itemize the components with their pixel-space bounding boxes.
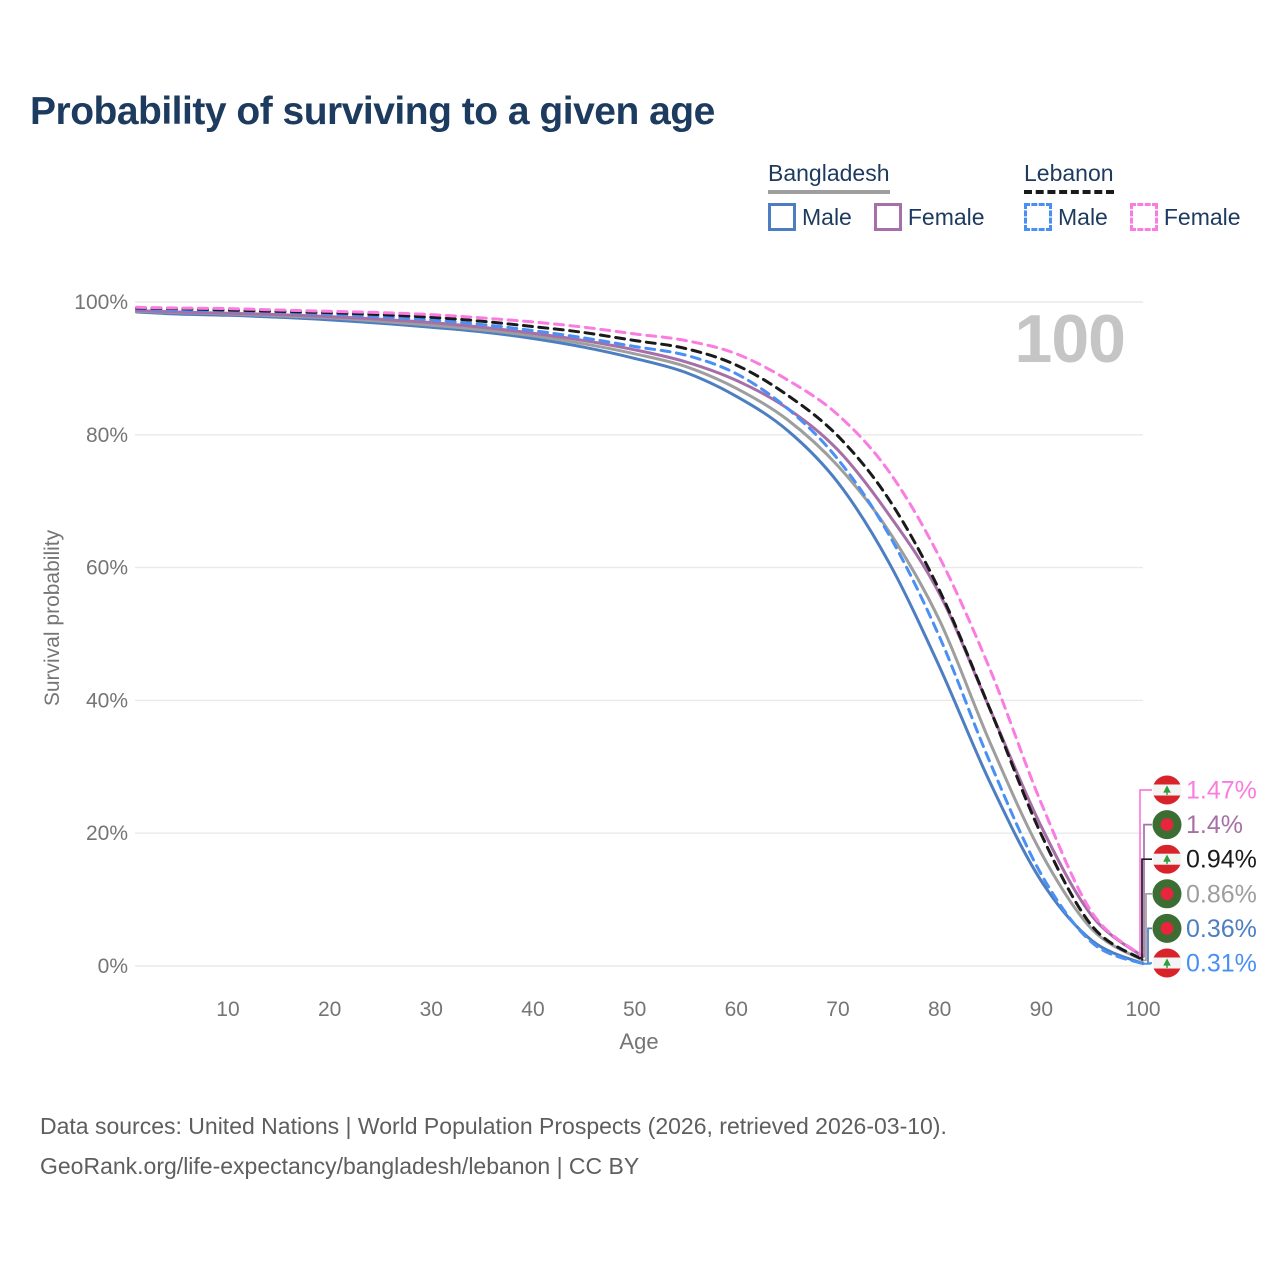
end-label-lebanon-0.31%: 0.31% xyxy=(1152,948,1257,978)
flag-lebanon-icon xyxy=(1152,775,1182,805)
flag-lebanon-icon xyxy=(1152,844,1182,874)
end-label-bangladesh-0.86%: 0.86% xyxy=(1152,879,1257,909)
legend-label-bangladesh-male: Male xyxy=(802,203,852,230)
checkbox-lebanon-female[interactable] xyxy=(1129,203,1158,231)
leader-line-bangladesh-0.86% xyxy=(1143,892,1152,962)
y-tick-100: 100% xyxy=(74,291,128,314)
end-label-value: 0.94% xyxy=(1186,846,1257,874)
footer: Data sources: United Nations | World Pop… xyxy=(40,1106,947,1186)
y-axis-title: Survival probability xyxy=(41,529,64,707)
flag-bangladesh-icon xyxy=(1152,810,1182,840)
y-tick-60: 60% xyxy=(86,557,128,580)
end-label-value: 0.86% xyxy=(1186,880,1257,908)
x-tick-50: 50 xyxy=(623,998,646,1021)
end-label-value: 0.36% xyxy=(1186,915,1257,943)
x-tick-60: 60 xyxy=(725,998,748,1021)
flag-bangladesh-icon xyxy=(1152,879,1182,909)
x-tick-20: 20 xyxy=(318,998,341,1021)
flag-bangladesh-icon xyxy=(1152,913,1182,943)
hovered-age-watermark: 100 xyxy=(1014,301,1126,377)
flag-lebanon-icon xyxy=(1152,948,1182,978)
legend-item-bangladesh-female[interactable]: Female xyxy=(873,203,985,231)
legend-country-bangladesh[interactable]: Bangladesh xyxy=(768,160,890,194)
checkbox-lebanon-male[interactable] xyxy=(1024,203,1052,231)
curve-lebanon-male[interactable] xyxy=(134,307,1145,966)
checkbox-bangladesh-female[interactable] xyxy=(873,203,902,231)
end-label-lebanon-1.47%: 1.47% xyxy=(1152,775,1257,805)
x-tick-80: 80 xyxy=(928,998,951,1021)
footer-attribution: GeoRank.org/life-expectancy/bangladesh/l… xyxy=(40,1153,640,1179)
x-tick-90: 90 xyxy=(1030,998,1053,1021)
legend-item-bangladesh-male[interactable]: Male xyxy=(768,203,852,231)
y-tick-20: 20% xyxy=(86,822,128,845)
leader-line-lebanon-0.94% xyxy=(1141,858,1152,961)
checkbox-bangladesh-male[interactable] xyxy=(768,203,796,231)
curve-lebanon-female[interactable] xyxy=(134,305,1145,958)
footer-datasources: Data sources: United Nations | World Pop… xyxy=(40,1113,947,1139)
leader-line-lebanon-0.31% xyxy=(1143,962,1152,965)
legend-label-bangladesh-female: Female xyxy=(907,203,985,230)
end-label-lebanon-0.94%: 0.94% xyxy=(1152,844,1257,874)
curve-lebanon-both-sexes[interactable] xyxy=(134,306,1145,962)
x-tick-30: 30 xyxy=(420,998,443,1021)
legend-label-lebanon-female: Female xyxy=(1163,203,1241,230)
y-tick-80: 80% xyxy=(86,424,128,447)
curve-bangladesh-female[interactable] xyxy=(134,309,1145,959)
legend-label-lebanon-male: Male xyxy=(1058,203,1108,230)
legend-item-lebanon-female[interactable]: Female xyxy=(1129,203,1241,231)
end-label-bangladesh-1.4%: 1.4% xyxy=(1152,810,1243,840)
legend-country-lebanon[interactable]: Lebanon xyxy=(1024,160,1114,194)
x-axis-title: Age xyxy=(619,1029,658,1054)
y-tick-40: 40% xyxy=(86,689,128,712)
end-label-value: 0.31% xyxy=(1186,950,1257,978)
legend-group-bangladesh: Bangladesh Male Female xyxy=(768,160,1007,231)
curve-bangladesh-both-sexes[interactable] xyxy=(134,309,1145,962)
end-label-value: 1.47% xyxy=(1186,777,1257,805)
end-label-value: 1.4% xyxy=(1186,811,1243,839)
end-label-bangladesh-0.36%: 0.36% xyxy=(1152,913,1257,943)
legend-item-lebanon-male[interactable]: Male xyxy=(1024,203,1108,231)
x-tick-100: 100 xyxy=(1125,998,1160,1021)
y-tick-0: 0% xyxy=(98,955,128,978)
curve-bangladesh-male[interactable] xyxy=(134,310,1145,966)
legend-group-lebanon: Lebanon Male Female xyxy=(1024,160,1263,231)
x-tick-70: 70 xyxy=(826,998,849,1021)
x-tick-10: 10 xyxy=(216,998,239,1021)
x-tick-40: 40 xyxy=(521,998,544,1021)
leader-line-bangladesh-1.4% xyxy=(1143,823,1152,958)
page-title: Probability of surviving to a given age xyxy=(30,90,715,133)
